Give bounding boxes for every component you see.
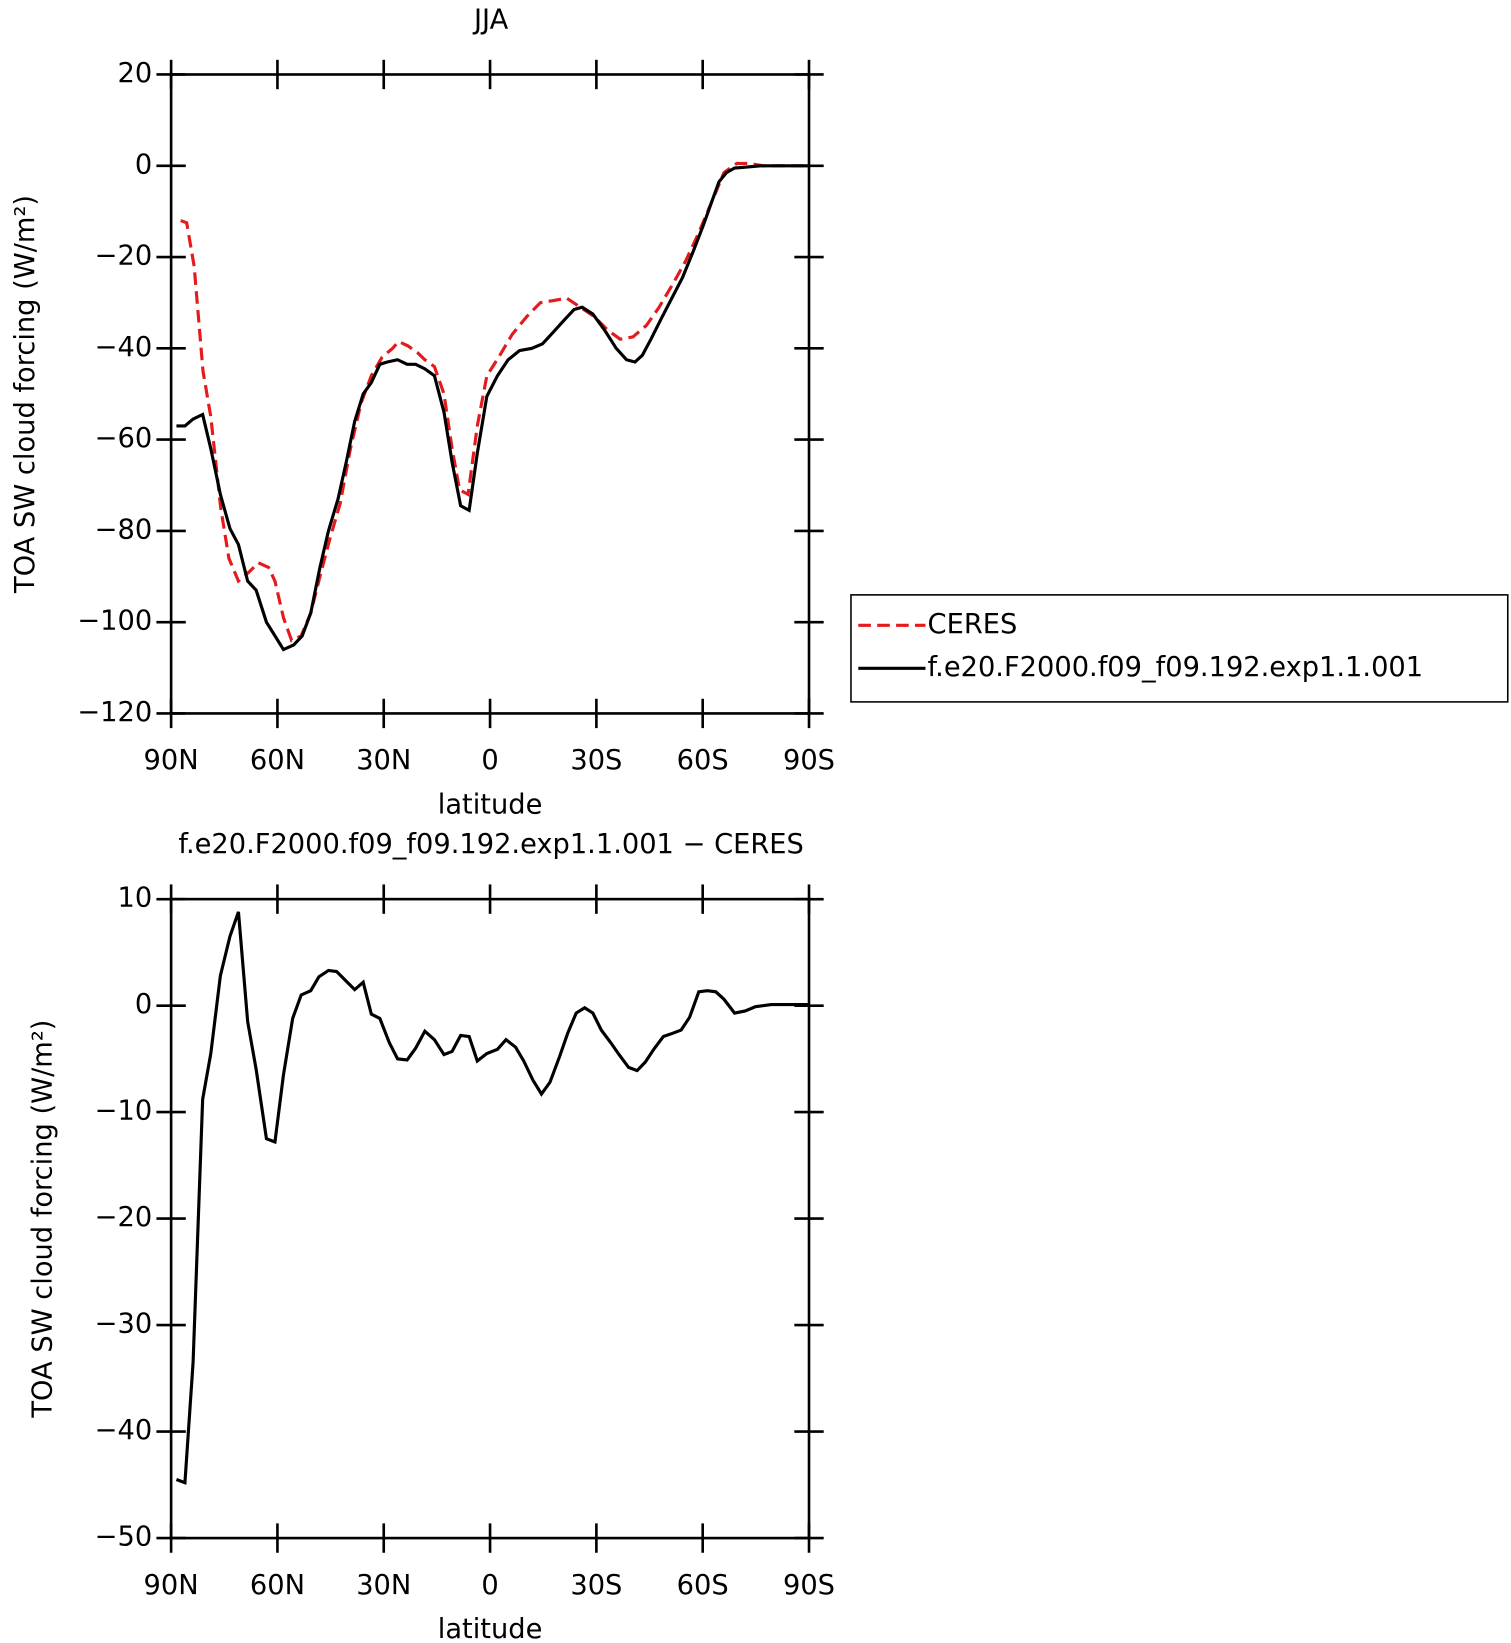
x-tick-label: 30N (356, 745, 411, 776)
x-tick-label: 90S (783, 745, 835, 776)
y-tick-label: −100 (77, 606, 152, 637)
x-tick-label: 90N (144, 1570, 199, 1601)
legend-box (850, 594, 1509, 703)
y-tick-label: −120 (77, 697, 152, 728)
y-tick-label: −20 (95, 241, 153, 272)
x-tick-label: 90S (783, 1570, 835, 1601)
data-line (176, 164, 808, 652)
y-tick-label: 20 (118, 58, 153, 89)
y-tick-label: −80 (95, 514, 153, 545)
x-tick-label: 60N (250, 1570, 305, 1601)
legend-label: CERES (928, 609, 1018, 640)
chart-title: f.e20.F2000.f09_f09.192.exp1.1.001 − CER… (178, 829, 804, 860)
x-tick-label: 30S (570, 745, 622, 776)
y-tick-label: −30 (95, 1309, 153, 1340)
x-tick-label: 60S (677, 745, 729, 776)
x-axis-label: latitude (438, 789, 543, 820)
plot-frame (169, 73, 811, 715)
y-axis-label: TOA SW cloud forcing (W/m²) (10, 195, 41, 594)
y-axis-label: TOA SW cloud forcing (W/m²) (28, 1020, 59, 1419)
y-tick-label: 10 (118, 883, 153, 914)
x-tick-label: 60S (677, 1570, 729, 1601)
y-tick-label: −40 (95, 332, 153, 363)
y-tick-label: −60 (95, 423, 153, 454)
plot-frame (169, 897, 811, 1540)
data-line (175, 911, 808, 1485)
x-tick-label: 30S (570, 1570, 622, 1601)
y-tick-label: −40 (95, 1415, 153, 1446)
legend-label: f.e20.F2000.f09_f09.192.exp1.1.001 (928, 652, 1424, 683)
x-tick-label: 30N (356, 1570, 411, 1601)
x-axis-label: latitude (438, 1614, 543, 1643)
x-tick-label: 0 (481, 1570, 498, 1601)
y-tick-label: −50 (95, 1522, 153, 1553)
y-tick-label: −10 (95, 1096, 153, 1127)
y-tick-label: −20 (95, 1202, 153, 1233)
y-tick-label: 0 (135, 989, 152, 1020)
y-tick-label: 0 (135, 149, 152, 180)
x-tick-label: 60N (250, 745, 305, 776)
x-tick-label: 0 (481, 745, 498, 776)
chart-title: JJA (472, 4, 509, 35)
data-line (180, 161, 808, 643)
x-tick-label: 90N (144, 745, 199, 776)
